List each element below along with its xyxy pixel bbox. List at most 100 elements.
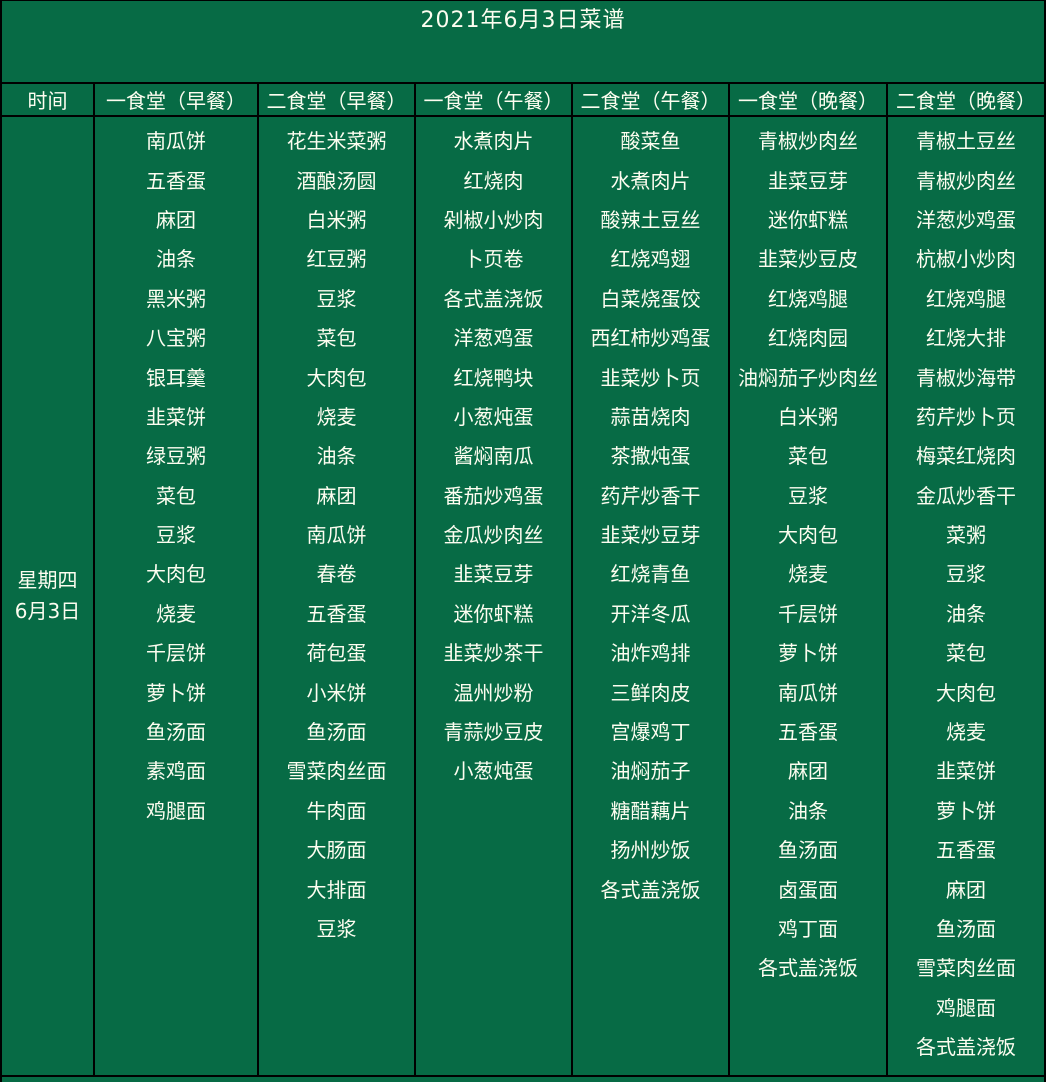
menu-item: 开洋冬瓜	[610, 601, 691, 626]
menu-item: 素鸡面	[146, 759, 206, 784]
menu-item: 千层饼	[146, 641, 206, 666]
menu-item: 油焖茄子炒肉丝	[738, 365, 878, 390]
menu-item: 青椒土豆丝	[916, 129, 1016, 154]
menu-column-6: 青椒土豆丝 青椒炒肉丝 洋葱炒鸡蛋 杭椒小炒肉 红烧鸡腿 红烧大排 青椒炒海带 药芹炒卜页 梅菜…	[886, 117, 1044, 1075]
column-header-4: 二食堂（午餐）	[571, 84, 728, 115]
menu-item: 金瓜炒肉丝	[443, 523, 544, 548]
menu-item: 鱼汤面	[306, 720, 367, 745]
menu-item: 五香蛋	[936, 838, 996, 863]
menu-item: 杭椒小炒肉	[916, 247, 1016, 272]
menu-item: 豆浆	[316, 286, 357, 311]
menu-item: 红烧鸡翅	[610, 247, 691, 272]
menu-item: 梅菜红烧肉	[916, 444, 1016, 469]
menu-item: 各式盖浇饭	[443, 286, 544, 311]
menu-item: 麻团	[788, 759, 828, 784]
menu-item: 剁椒小炒肉	[443, 207, 544, 232]
menu-item: 韭菜炒豆芽	[600, 523, 701, 548]
menu-item: 大肉包	[778, 523, 838, 548]
menu-item: 红烧肉园	[768, 326, 848, 351]
menu-item: 药芹炒卜页	[916, 404, 1016, 429]
header-time: 时间	[27, 89, 68, 113]
menu-item: 韭菜饼	[936, 759, 996, 784]
menu-item: 红烧鸭块	[453, 365, 534, 390]
menu-item: 菜包	[788, 444, 828, 469]
page-title: 2021年6月3日菜谱	[420, 8, 626, 33]
menu-item: 黑米粥	[146, 286, 206, 311]
menu-item: 烧麦	[316, 404, 357, 429]
menu-item: 豆浆	[788, 483, 828, 508]
weekday-label: 星期四	[17, 568, 78, 592]
menu-item: 烧麦	[156, 601, 196, 626]
menu-item: 宫爆鸡丁	[610, 720, 691, 745]
menu-column-1: 南瓜饼 五香蛋 麻团 油条 黑米粥 八宝粥 银耳羹 韭菜饼 绿豆粥 菜包 豆浆 大肉包 烧麦 千层饼 萝卜饼…	[93, 117, 257, 1075]
menu-item: 三鲜肉皮	[610, 680, 691, 705]
menu-item: 萝卜饼	[778, 641, 838, 666]
menu-item: 烧麦	[788, 562, 828, 587]
menu-item: 各式盖浇饭	[916, 1035, 1016, 1060]
menu-item: 水煮肉片	[610, 168, 691, 193]
menu-item: 麻团	[946, 877, 986, 902]
table-body: 星期四 6月3日 南瓜饼 五香蛋 麻团 油条 黑米粥 八宝粥 银耳羹 韭菜饼 绿豆粥 菜包 豆浆 大肉…	[2, 117, 1044, 1077]
menu-item: 各式盖浇饭	[758, 956, 858, 981]
menu-item: 麻团	[156, 207, 196, 232]
title-band: 2021年6月3日菜谱	[2, 1, 1044, 82]
menu-item: 雪菜肉丝面	[916, 956, 1016, 981]
menu-item: 烧麦	[946, 720, 986, 745]
menu-item: 迷你虾糕	[453, 601, 534, 626]
menu-item: 扬州炒饭	[610, 838, 691, 863]
menu-item: 白菜烧蛋饺	[600, 286, 701, 311]
menu-item: 花生米菜粥	[286, 129, 387, 154]
menu-item: 鱼汤面	[778, 838, 838, 863]
menu-item: 青椒炒肉丝	[758, 129, 858, 154]
menu-item: 茶撒炖蛋	[610, 444, 691, 469]
menu-item: 番茄炒鸡蛋	[443, 483, 544, 508]
menu-item: 大排面	[306, 877, 367, 902]
menu-item: 温州炒粉	[453, 680, 534, 705]
menu-item: 牛肉面	[306, 798, 367, 823]
menu-item: 鱼汤面	[146, 720, 206, 745]
menu-item: 洋葱炒鸡蛋	[916, 207, 1016, 232]
menu-item: 鸡丁面	[778, 917, 838, 941]
menu-item: 红烧肉	[463, 168, 524, 193]
menu-item: 鸡腿面	[146, 798, 206, 823]
menu-item: 小葱炖蛋	[453, 404, 534, 429]
menu-item: 春卷	[316, 562, 357, 587]
table-header-row: 时间 一食堂（早餐） 二食堂（早餐） 一食堂（午餐） 二食堂（午餐） 一食堂（晚餐） 二食…	[2, 82, 1044, 117]
menu-item: 雪菜肉丝面	[286, 759, 387, 784]
menu-column-2: 花生米菜粥 酒酿汤圆 白米粥 红豆粥 豆浆 菜包 大肉包 烧麦 油条 麻团 南瓜饼 春卷 五香蛋 荷包蛋小…	[257, 117, 414, 1075]
menu-item: 油焖茄子	[610, 759, 691, 784]
menu-item: 洋葱鸡蛋	[453, 326, 534, 351]
menu-item: 麻团	[316, 483, 357, 508]
menu-item: 西红柿炒鸡蛋	[590, 326, 711, 351]
menu-item: 白米粥	[306, 207, 367, 232]
menu-item: 银耳羹	[146, 365, 206, 390]
menu-item: 五香蛋	[146, 168, 206, 193]
menu-item: 菜包	[316, 326, 357, 351]
column-header-2: 二食堂（早餐）	[257, 84, 414, 115]
menu-item: 鱼汤面	[936, 917, 996, 941]
menu-item: 卜页卷	[463, 247, 524, 272]
menu-item: 菜包	[156, 483, 196, 508]
menu-item: 白米粥	[778, 404, 838, 429]
menu-item: 绿豆粥	[146, 444, 206, 469]
menu-item: 南瓜饼	[778, 680, 838, 705]
menu-item: 萝卜饼	[936, 798, 996, 823]
menu-item: 豆浆	[946, 562, 986, 587]
menu-item: 豆浆	[316, 917, 357, 941]
column-header-3: 一食堂（午餐）	[414, 84, 571, 115]
menu-column-4: 酸菜鱼 水煮肉片 酸辣土豆丝 红烧鸡翅 白菜烧蛋饺 西红柿炒鸡蛋 韭菜炒卜页 蒜苗烧肉 茶撒炖蛋…	[571, 117, 728, 1075]
menu-item: 油炸鸡排	[610, 641, 691, 666]
menu-item: 八宝粥	[146, 326, 206, 351]
menu-item: 韭菜炒茶干	[443, 641, 544, 666]
menu-item: 红烧鸡腿	[926, 286, 1006, 311]
menu-item: 蒜苗烧肉	[610, 404, 691, 429]
column-header-6: 二食堂（晚餐）	[886, 84, 1044, 115]
menu-item: 菜包	[946, 641, 986, 666]
menu-item: 五香蛋	[306, 601, 367, 626]
menu-item: 金瓜炒香干	[916, 483, 1016, 508]
menu-item: 小葱炖蛋	[453, 759, 534, 784]
menu-item: 各式盖浇饭	[600, 877, 701, 902]
menu-item: 青椒炒海带	[916, 365, 1016, 390]
menu-item: 小米饼	[306, 680, 367, 705]
